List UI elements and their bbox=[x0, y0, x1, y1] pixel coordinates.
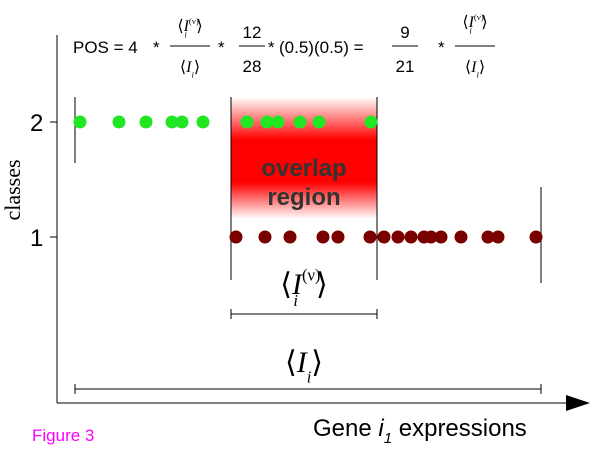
class-1-point bbox=[363, 230, 377, 244]
class-1-point bbox=[424, 230, 438, 244]
points bbox=[73, 115, 543, 244]
class-2-point bbox=[364, 115, 378, 129]
y-axis-title: classes bbox=[0, 159, 25, 220]
math-symbol: ⟨I(ν) i ⟩ bbox=[177, 16, 202, 40]
math-symbol: ⟨Ii⟩ bbox=[285, 346, 323, 387]
class-2-point bbox=[293, 115, 307, 129]
subscript: i bbox=[191, 70, 194, 80]
y-tick-label: 1 bbox=[30, 225, 43, 252]
superscript: (ν) bbox=[189, 16, 199, 26]
class-1-point bbox=[404, 230, 418, 244]
class-1-point bbox=[331, 230, 345, 244]
class-1-point bbox=[377, 230, 391, 244]
class-1-point bbox=[229, 230, 243, 244]
times: * bbox=[268, 38, 275, 57]
overlap-label: overlap bbox=[261, 155, 346, 182]
denominator: 21 bbox=[396, 57, 415, 76]
subscript: i bbox=[293, 291, 298, 310]
bracket: ⟨ bbox=[177, 18, 183, 35]
bracket: ⟩ bbox=[481, 14, 487, 31]
letter: I bbox=[291, 268, 304, 301]
class-2-point bbox=[139, 115, 153, 129]
class-1-point bbox=[316, 230, 330, 244]
bracket: ⟨ bbox=[465, 59, 471, 76]
class-1-point bbox=[434, 230, 448, 244]
class-2-point bbox=[175, 115, 189, 129]
bracket: ⟩ bbox=[196, 18, 202, 35]
bracket: ⟩ bbox=[311, 346, 323, 379]
x-title-var: i bbox=[378, 415, 384, 442]
math-symbol: ⟨I(ν) i ⟩ bbox=[280, 266, 327, 311]
letter: I bbox=[183, 18, 190, 35]
subscript: i bbox=[476, 70, 479, 80]
class-1-point bbox=[454, 230, 468, 244]
class-2-point bbox=[260, 115, 274, 129]
class-2-point bbox=[240, 115, 254, 129]
letter: I bbox=[185, 59, 192, 76]
bracket: ⟨ bbox=[462, 14, 468, 31]
math-symbol: ⟨Ii⟩ bbox=[465, 59, 485, 80]
superscript: (ν) bbox=[474, 12, 484, 22]
class-1-point bbox=[481, 230, 495, 244]
y-tick-label: 2 bbox=[30, 110, 43, 137]
class-2-point bbox=[196, 115, 210, 129]
class-1-point bbox=[391, 230, 405, 244]
class-1-point bbox=[491, 230, 505, 244]
denominator: 28 bbox=[243, 57, 262, 76]
times: * bbox=[438, 38, 445, 57]
class-2-point bbox=[112, 115, 126, 129]
subscript: i bbox=[184, 29, 187, 39]
x-arrow bbox=[566, 395, 590, 411]
subscript: i bbox=[307, 368, 312, 387]
x-title-sub: 1 bbox=[384, 430, 392, 447]
x-title-suffix: expressions bbox=[392, 415, 527, 442]
x-title-prefix: Gene bbox=[313, 415, 378, 442]
superscript: (ν) bbox=[302, 266, 320, 285]
letter: I bbox=[470, 59, 477, 76]
equation-lhs: POS = 4 bbox=[73, 38, 138, 57]
numerator: 12 bbox=[243, 23, 262, 42]
equation-mid: (0.5)(0.5) = bbox=[279, 38, 364, 57]
times: * bbox=[153, 38, 160, 57]
times: * bbox=[218, 38, 225, 57]
math-symbol: ⟨Ii⟩ bbox=[180, 59, 200, 80]
class-2-point bbox=[271, 115, 285, 129]
bracket: ⟩ bbox=[479, 59, 485, 76]
axes bbox=[50, 35, 568, 404]
figure-label: Figure 3 bbox=[32, 426, 94, 445]
math-symbol: ⟨I(ν) i ⟩ bbox=[462, 12, 487, 36]
letter: I bbox=[468, 14, 475, 31]
numerator: 9 bbox=[400, 23, 409, 42]
class-2-point bbox=[73, 115, 87, 129]
bracket: ⟩ bbox=[194, 59, 200, 76]
subscript: i bbox=[469, 25, 472, 35]
class-1-point bbox=[283, 230, 297, 244]
class-2-point bbox=[312, 115, 326, 129]
bracket: ⟨ bbox=[285, 346, 297, 379]
class-1-point bbox=[258, 230, 272, 244]
overlap-label: region bbox=[267, 184, 340, 211]
x-axis-title: Gene i1 expressions bbox=[313, 415, 527, 447]
bracket: ⟩ bbox=[316, 268, 328, 301]
class-2-point bbox=[165, 115, 179, 129]
bracket: ⟨ bbox=[180, 59, 186, 76]
class-1-point bbox=[529, 230, 543, 244]
bracket: ⟨ bbox=[280, 268, 292, 301]
letter: I bbox=[296, 346, 309, 379]
